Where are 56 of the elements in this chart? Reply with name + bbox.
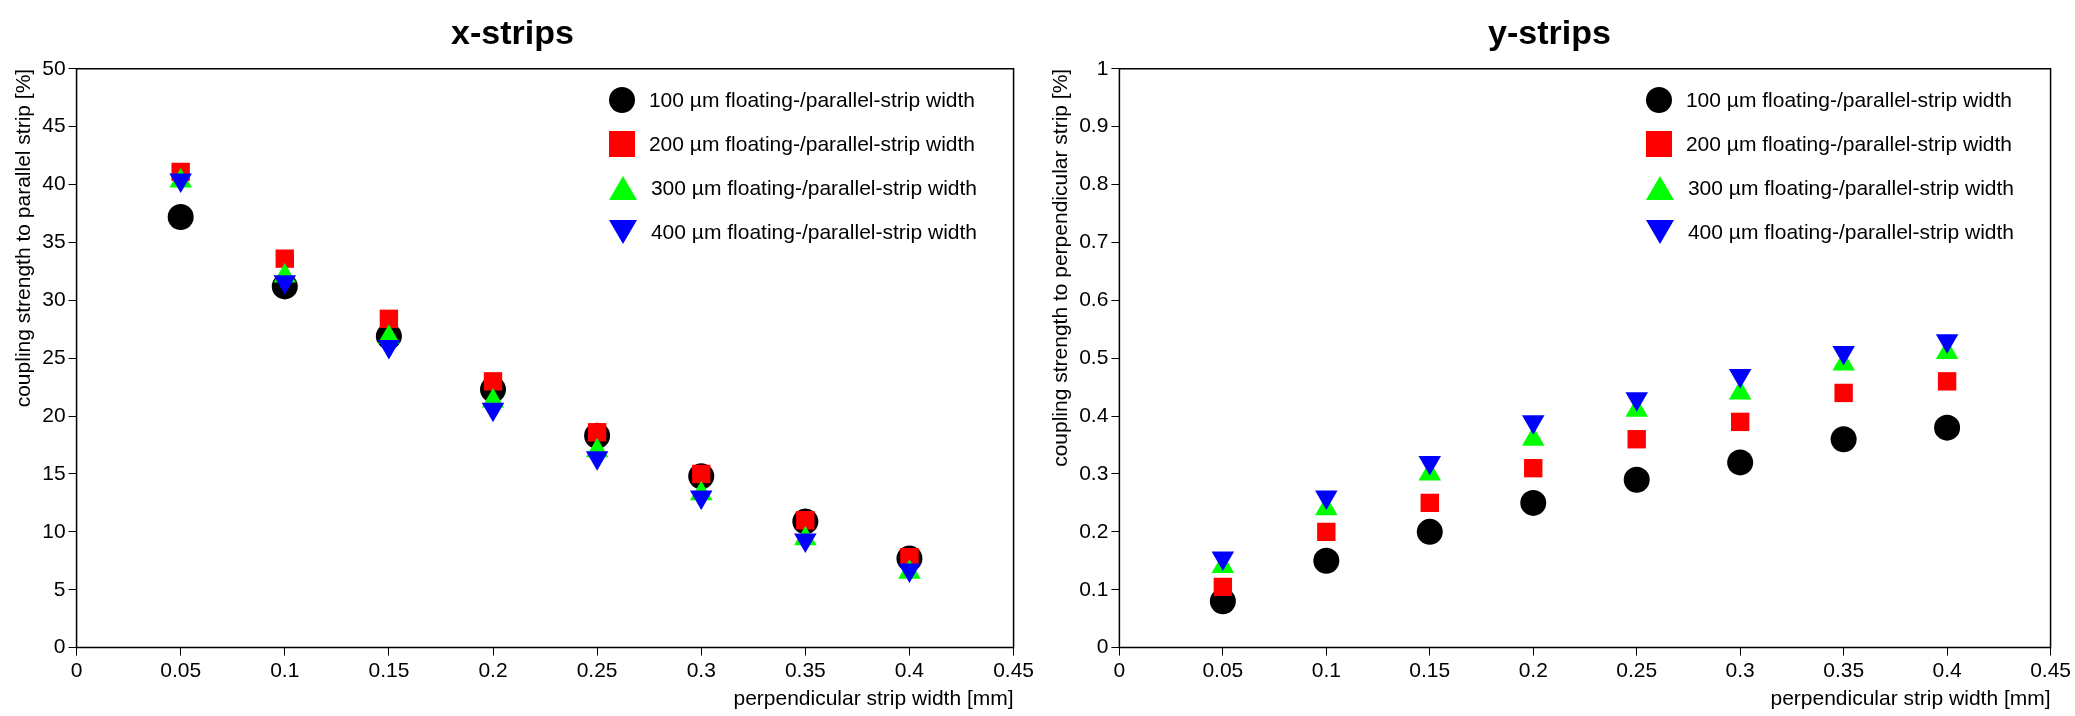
y-tick-label: 0	[1096, 634, 1109, 658]
legend-label: 400 µm floating-/parallel-strip width	[1687, 220, 2014, 244]
x-tick-label: 0.4	[1932, 658, 1963, 681]
legend-label: 200 µm floating-/parallel-strip width	[648, 132, 975, 156]
y-tick-label: 45	[42, 113, 66, 137]
y-tick-label: 0.2	[1079, 518, 1109, 542]
y-tick-label: 0.5	[1079, 345, 1109, 368]
x-axis-title: perpendicular strip width [mm]	[1770, 686, 2051, 710]
y-tick-label: 0.3	[1079, 460, 1109, 484]
x-tick-label: 0.3	[1725, 658, 1755, 681]
y-tick-label: 0	[53, 634, 66, 658]
x-tick-label: 0	[70, 658, 83, 681]
x-axis-title: perpendicular strip width [mm]	[733, 686, 1014, 710]
y-tick-label: 0.9	[1079, 113, 1109, 137]
x-tick-label: 0.2	[478, 658, 508, 681]
y-tick-label: 40	[42, 171, 66, 195]
x-tick-label: 0.45	[2030, 658, 2071, 681]
y-tick-label: 0.4	[1079, 402, 1109, 426]
x-tick-label: 0.35	[784, 658, 826, 681]
chart-title: x-strips	[451, 12, 574, 51]
y-tick-label: 15	[42, 460, 66, 484]
y-tick-label: 50	[42, 55, 66, 79]
y-axis-title: coupling strength to parallel strip [%]	[11, 68, 35, 408]
legend-label: 300 µm floating-/parallel-strip width	[650, 176, 977, 200]
x-tick-label: 0.05	[1202, 658, 1244, 681]
x-tick-label: 0.1	[270, 658, 300, 681]
x-tick-label: 0.35	[1823, 658, 1865, 681]
x-tick-label: 0.3	[686, 658, 716, 681]
y-tick-label: 0.1	[1079, 576, 1109, 600]
chart-title: y-strips	[1488, 12, 1611, 51]
x-tick-label: 0.1	[1311, 658, 1341, 681]
y-tick-label: 10	[42, 518, 66, 542]
x-tick-label: 0.15	[1409, 658, 1451, 681]
x-tick-label: 0.4	[894, 658, 925, 681]
legend-label: 100 µm floating-/parallel-strip width	[648, 88, 975, 112]
y-tick-label: 0.7	[1079, 229, 1109, 253]
x-tick-label: 0	[1113, 658, 1126, 681]
x-tick-label: 0.45	[993, 658, 1034, 681]
legend-label: 400 µm floating-/parallel-strip width	[650, 220, 977, 244]
legend-label: 300 µm floating-/parallel-strip width	[1687, 176, 2014, 200]
x-tick-label: 0.2	[1518, 658, 1548, 681]
y-tick-label: 0.8	[1079, 171, 1109, 195]
y-tick-label: 0.6	[1079, 287, 1109, 311]
x-tick-label: 0.05	[160, 658, 202, 681]
y-tick-label: 35	[42, 229, 66, 253]
y-tick-label: 5	[53, 576, 66, 600]
legend-label: 100 µm floating-/parallel-strip width	[1685, 88, 2012, 112]
y-tick-label: 30	[42, 287, 66, 311]
y-tick-label: 20	[42, 402, 66, 426]
y-tick-label: 1	[1096, 55, 1109, 79]
x-tick-label: 0.25	[1616, 658, 1658, 681]
legend-label: 200 µm floating-/parallel-strip width	[1685, 132, 2012, 156]
y-axis-title: coupling strength to perpendicular strip [%]	[1048, 68, 1072, 467]
y-tick-label: 25	[42, 345, 66, 368]
x-tick-label: 0.25	[576, 658, 618, 681]
x-tick-label: 0.15	[368, 658, 410, 681]
